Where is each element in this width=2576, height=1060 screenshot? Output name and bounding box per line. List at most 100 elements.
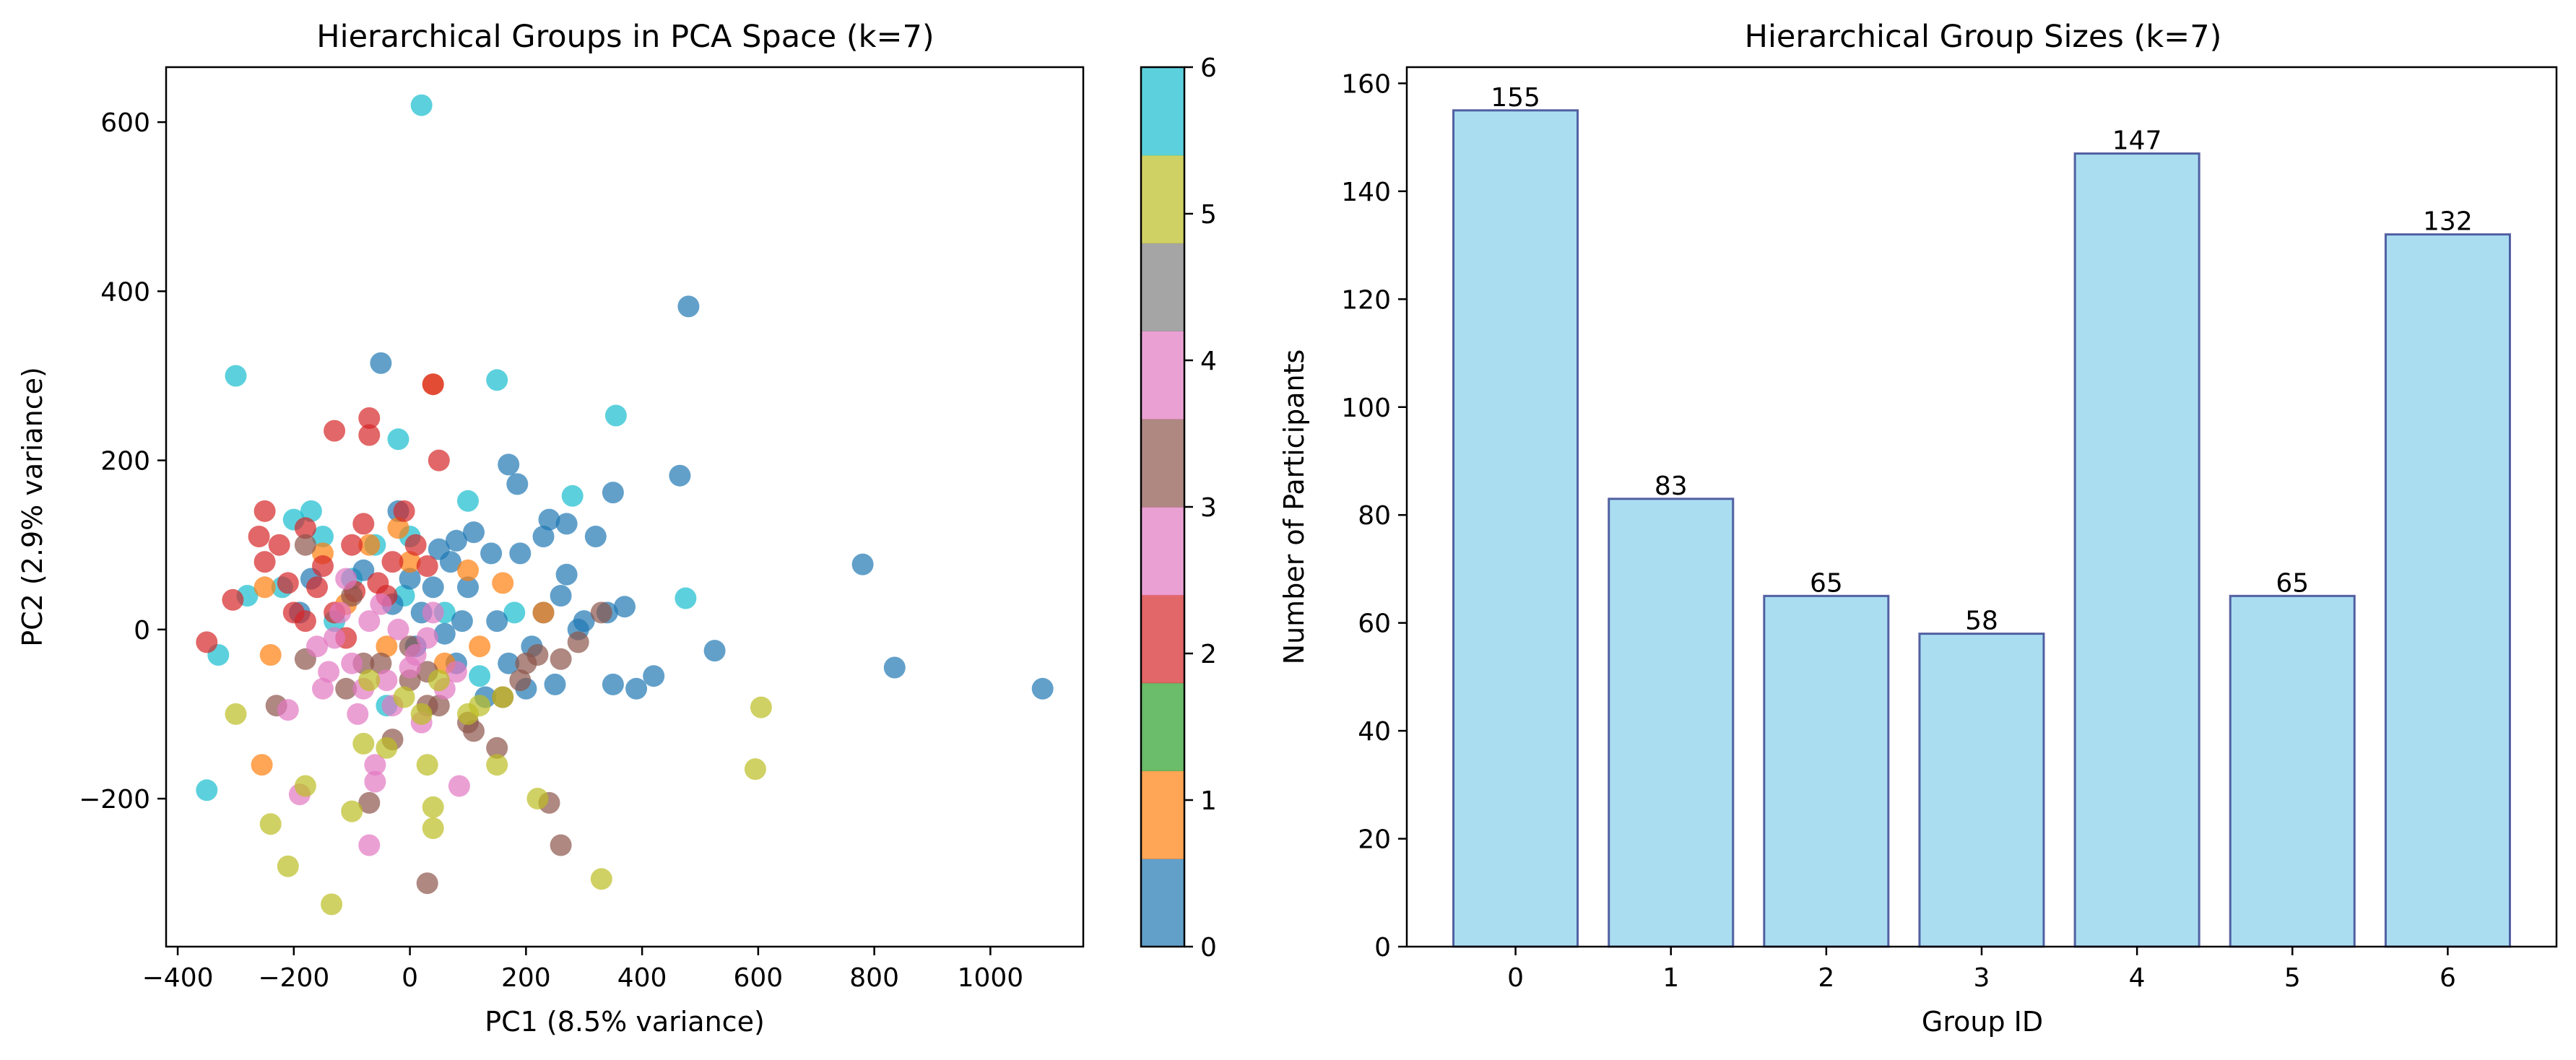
scatter-point: [277, 855, 299, 877]
scatter-point: [422, 796, 444, 818]
bar-y-tick-label: 60: [1358, 609, 1391, 639]
scatter-point: [341, 800, 363, 822]
scatter-point: [370, 593, 392, 615]
scatter-point: [469, 665, 491, 687]
scatter-point: [248, 526, 270, 547]
scatter-x-tick-label: −200: [258, 963, 329, 993]
scatter-y-axis: −200 0 200 400 600: [79, 108, 166, 814]
scatter-point: [277, 572, 299, 594]
scatter-point: [312, 677, 334, 700]
scatter-point: [358, 610, 381, 633]
scatter-point: [538, 508, 560, 531]
scatter-point: [364, 770, 386, 793]
scatter-point: [321, 893, 343, 916]
scatter-points: [196, 94, 1054, 916]
scatter-point: [463, 521, 485, 544]
colorbar-segment: [1141, 67, 1184, 156]
scatter-x-tick-label: 400: [617, 963, 667, 993]
scatter-point: [347, 703, 369, 725]
scatter-point: [515, 652, 537, 674]
scatter-point: [555, 513, 578, 535]
bar-y-tick-label: 160: [1341, 69, 1391, 99]
scatter-point: [222, 588, 244, 611]
bar-y-tick-label: 20: [1358, 825, 1391, 855]
scatter-point: [282, 601, 305, 624]
scatter-point: [306, 576, 328, 599]
scatter-point: [433, 622, 456, 645]
colorbar-segment: [1141, 155, 1184, 244]
bar-x-axis: 0 1 2 3 4 5 6: [1507, 947, 2456, 993]
scatter-point: [532, 526, 555, 547]
scatter-point: [416, 555, 438, 577]
scatter-point: [251, 754, 273, 776]
bar-x-tick-label: 0: [1507, 963, 1524, 993]
colorbar-segment: [1141, 243, 1184, 331]
scatter-point: [422, 373, 444, 396]
scatter-point: [448, 775, 470, 797]
scatter-point: [370, 652, 392, 674]
scatter-point: [503, 601, 526, 624]
scatter-y-tick-label: 400: [100, 277, 150, 307]
scatter-point: [573, 610, 595, 633]
scatter-point: [268, 534, 290, 556]
scatter-point: [883, 656, 906, 679]
bar-y-tick-label: 120: [1341, 285, 1391, 315]
scatter-point: [341, 534, 363, 556]
scatter-point: [463, 720, 485, 742]
scatter-point: [422, 817, 444, 839]
scatter-point: [457, 559, 479, 581]
scatter-plot-frame: [165, 66, 1085, 948]
bar-x-tick-label: 6: [2440, 963, 2456, 993]
scatter-point: [358, 534, 381, 556]
scatter-point: [393, 686, 415, 708]
scatter-point: [498, 652, 520, 674]
scatter-point: [387, 428, 409, 451]
colorbar-segment: [1141, 331, 1184, 420]
scatter-point: [480, 542, 503, 565]
scatter-point: [312, 526, 334, 547]
bar-x-tick-label: 3: [1974, 963, 1990, 993]
scatter-point: [341, 585, 363, 607]
scatter-point: [469, 635, 491, 658]
scatter-point: [306, 635, 328, 658]
scatter-point: [744, 758, 766, 781]
scatter-point: [399, 568, 421, 590]
bar-title: Hierarchical Group Sizes (k=7): [1745, 19, 2222, 55]
colorbar-tick-label: 5: [1200, 200, 1217, 230]
scatter-point: [341, 652, 363, 674]
scatter-x-tick-label: 600: [734, 963, 784, 993]
scatter-x-tick-label: 800: [849, 963, 899, 993]
scatter-point: [416, 754, 438, 776]
scatter-x-tick-label: 200: [501, 963, 551, 993]
scatter-point: [509, 669, 532, 692]
scatter-panel: Hierarchical Groups in PCA Space (k=7) −…: [17, 19, 1085, 1038]
scatter-point: [422, 601, 444, 624]
scatter-point: [410, 703, 433, 725]
scatter-point: [370, 352, 392, 374]
scatter-point: [335, 568, 357, 590]
scatter-y-tick-label: 0: [134, 616, 150, 646]
scatter-point: [602, 673, 624, 695]
scatter-point: [604, 404, 627, 427]
bar: [2229, 594, 2356, 948]
scatter-point: [225, 365, 247, 387]
scatter-point: [324, 420, 346, 442]
scatter-point: [358, 669, 381, 692]
scatter-point: [677, 295, 700, 318]
scatter-point: [561, 485, 584, 507]
colorbar-segments: [1141, 67, 1184, 947]
scatter-point: [387, 517, 409, 539]
scatter-x-tick-label: 0: [402, 963, 418, 993]
bar-y-tick-label: 140: [1341, 178, 1391, 207]
bar-y-axis: 0 20 40 60 80 100 120 140 160: [1341, 69, 1407, 963]
scatter-point: [428, 538, 450, 560]
colorbar-tick-label: 4: [1200, 347, 1217, 376]
bar: [2384, 233, 2511, 948]
scatter-x-axis: −400 −200 0 200 400 600 800 1000: [142, 947, 1023, 993]
scatter-y-tick-label: 200: [100, 447, 150, 477]
colorbar-tick-label: 2: [1200, 640, 1217, 669]
scatter-point: [294, 534, 316, 556]
scatter-point: [422, 576, 444, 599]
bar-y-tick-label: 40: [1358, 717, 1391, 747]
